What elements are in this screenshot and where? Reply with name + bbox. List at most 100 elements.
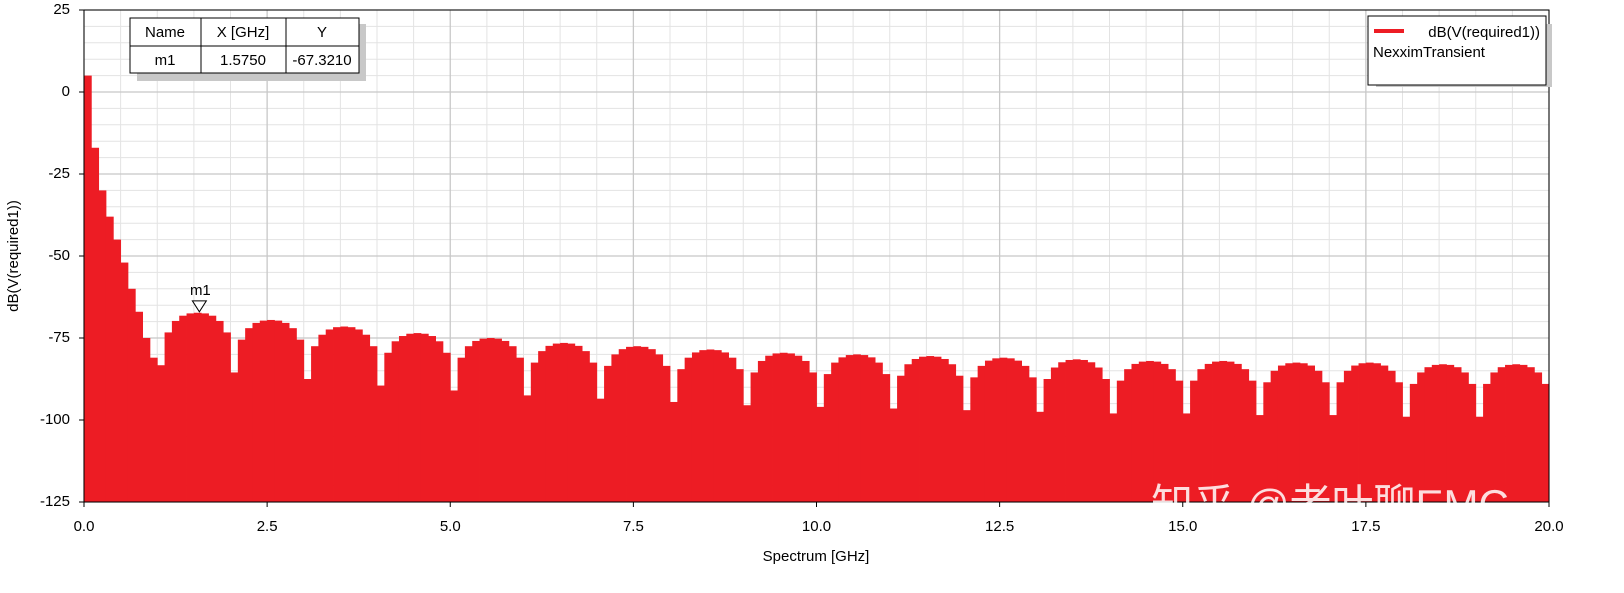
bar — [875, 362, 883, 502]
bar — [289, 328, 297, 502]
y-tick-label: -100 — [40, 411, 70, 428]
bar — [91, 147, 100, 502]
bar — [1541, 383, 1549, 502]
bar — [552, 343, 561, 502]
x-tick-label: 10.0 — [802, 518, 831, 535]
bar — [713, 350, 722, 502]
bar — [816, 406, 825, 502]
bar — [1153, 361, 1162, 502]
bar — [1505, 364, 1513, 502]
bar — [567, 343, 576, 502]
bar — [149, 357, 158, 502]
bar — [252, 322, 261, 502]
bar — [1277, 365, 1286, 502]
bar — [494, 338, 502, 502]
bar — [743, 405, 751, 502]
bar — [933, 356, 942, 502]
bar — [406, 333, 415, 502]
bar — [955, 375, 964, 502]
bar — [84, 75, 92, 502]
bar — [318, 334, 327, 502]
bars — [84, 75, 1549, 502]
bar — [787, 353, 795, 502]
bar — [1343, 370, 1352, 502]
bar — [1028, 377, 1037, 502]
bar — [926, 356, 935, 502]
bar — [897, 375, 905, 502]
bar — [127, 288, 136, 502]
bar — [303, 379, 312, 502]
bar — [398, 336, 407, 502]
bar — [1307, 365, 1315, 502]
legend — [1367, 15, 1547, 86]
bar — [1512, 364, 1521, 502]
bar — [1439, 364, 1447, 502]
bar — [1094, 367, 1103, 502]
bar — [911, 358, 920, 502]
bar — [604, 365, 612, 502]
bar — [1380, 365, 1389, 502]
bar — [1219, 360, 1228, 502]
bar — [757, 360, 766, 502]
bar — [1461, 372, 1469, 502]
bar — [721, 352, 729, 502]
bar — [538, 351, 546, 502]
bar — [523, 395, 532, 502]
y-tick-label: 25 — [53, 1, 70, 18]
y-tick-label: 0 — [62, 83, 70, 100]
x-axis-label: Spectrum [GHz] — [763, 548, 870, 565]
bar — [179, 315, 187, 502]
bar — [340, 326, 349, 502]
bar — [391, 341, 400, 502]
bar — [311, 346, 319, 502]
bar — [1131, 363, 1140, 502]
bar — [626, 346, 634, 502]
bar — [596, 398, 605, 502]
bar — [941, 358, 949, 502]
bar — [735, 369, 744, 502]
bar — [486, 338, 495, 502]
bar — [1373, 363, 1381, 502]
bar — [794, 355, 803, 502]
bar — [611, 354, 620, 502]
bar — [809, 372, 817, 502]
bar — [157, 365, 165, 502]
bar — [1519, 364, 1528, 502]
bar — [633, 346, 642, 502]
legend-label: dB(V(required1)) — [1428, 24, 1540, 41]
bar — [274, 320, 283, 502]
bar — [853, 354, 861, 502]
bar — [450, 390, 458, 502]
table-header: Name — [145, 24, 185, 41]
bar — [215, 320, 224, 502]
bar — [420, 333, 429, 502]
bar — [530, 362, 539, 502]
bar — [1299, 363, 1308, 502]
bar — [648, 349, 656, 502]
bar — [259, 320, 268, 502]
bar — [1475, 416, 1484, 502]
bar — [362, 334, 371, 502]
bar — [801, 360, 810, 502]
bar — [369, 346, 378, 502]
bar — [435, 341, 444, 502]
bar — [442, 352, 451, 502]
bar — [245, 328, 253, 502]
bar — [201, 313, 209, 502]
bar — [105, 216, 114, 502]
table-header: Y — [317, 24, 327, 41]
bar — [98, 190, 107, 502]
bar — [1351, 365, 1359, 502]
bar — [904, 364, 913, 502]
bar — [223, 332, 231, 502]
x-tick-label: 2.5 — [257, 518, 278, 535]
x-tick-label: 7.5 — [623, 518, 644, 535]
bar — [670, 401, 678, 502]
bar — [1336, 382, 1345, 502]
bar — [977, 365, 986, 502]
bar — [1226, 361, 1235, 502]
bar — [1358, 363, 1367, 502]
bar — [186, 313, 195, 502]
bar — [1402, 416, 1411, 502]
bar — [1256, 415, 1264, 502]
